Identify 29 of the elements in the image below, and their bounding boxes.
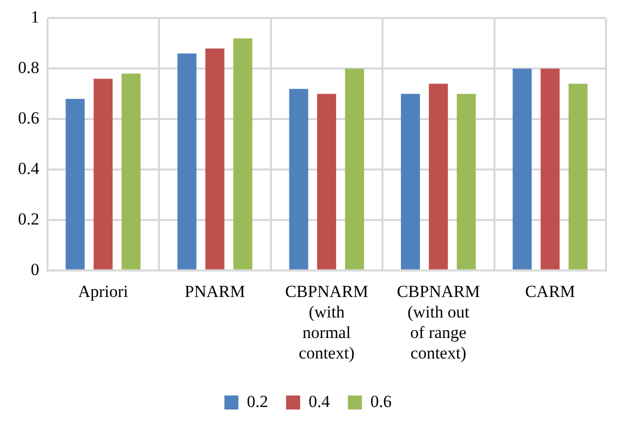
- bar: [345, 68, 364, 270]
- bar: [428, 84, 448, 270]
- x-tick-label: Apriori: [78, 282, 128, 302]
- bar: [512, 68, 532, 270]
- y-tick-label: 0.8: [18, 58, 40, 78]
- bar: [540, 68, 560, 270]
- x-tick-label: PNARM: [184, 282, 246, 302]
- y-tick-label: 0.2: [18, 209, 40, 228]
- bar: [94, 78, 113, 270]
- x-tick-label: CARM: [525, 282, 576, 302]
- bar: [122, 74, 141, 270]
- legend-label: 0.6: [370, 392, 392, 411]
- y-tick-label: 0.4: [18, 158, 40, 178]
- bar: [66, 98, 85, 270]
- bar: [177, 54, 196, 270]
- bar: [233, 38, 252, 270]
- bar: [289, 88, 308, 270]
- bar: [205, 48, 224, 270]
- x-tick-label: CBPNARM (with normal context): [285, 282, 368, 362]
- legend-label: 0.2: [246, 392, 268, 411]
- y-tick-label: 0.6: [18, 108, 40, 128]
- bar: [400, 94, 420, 270]
- bar: [317, 94, 336, 270]
- bar: [456, 94, 476, 270]
- x-tick-label: CBPNARM (with out of range context): [396, 282, 480, 362]
- legend-label: 0.4: [308, 392, 330, 411]
- y-tick-label: 1: [30, 8, 40, 27]
- y-tick-label: 0: [30, 260, 40, 279]
- bar: [568, 84, 588, 270]
